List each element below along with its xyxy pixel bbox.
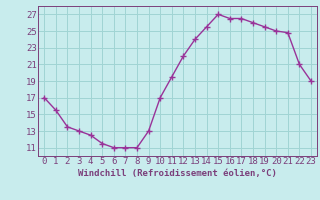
X-axis label: Windchill (Refroidissement éolien,°C): Windchill (Refroidissement éolien,°C) (78, 169, 277, 178)
